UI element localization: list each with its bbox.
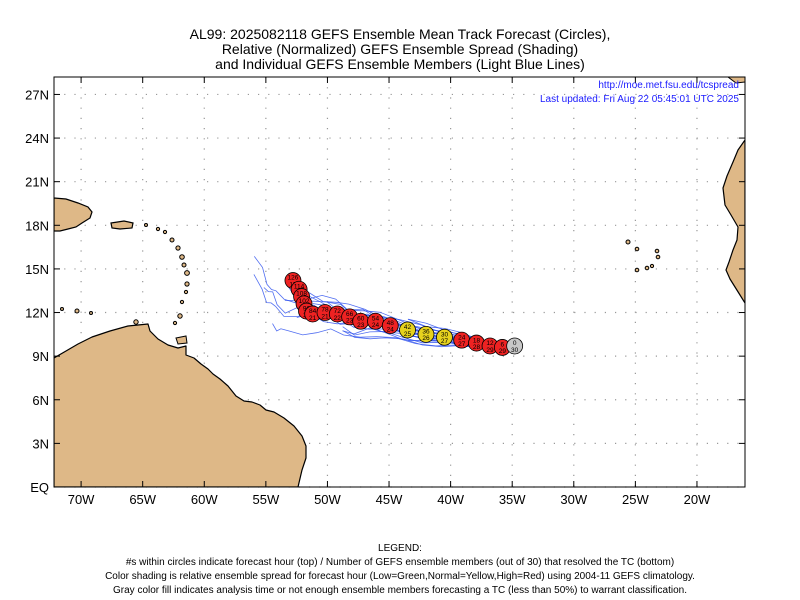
land-africa bbox=[722, 139, 745, 304]
x-tick-label: 50W bbox=[314, 492, 341, 507]
lat-lon-grid bbox=[54, 77, 745, 488]
forecast-hour-label: 12 bbox=[486, 340, 494, 347]
land-lesser-antilles bbox=[144, 223, 190, 326]
legend-heading: LEGEND: bbox=[378, 543, 422, 554]
member-count-label: 24 bbox=[372, 322, 380, 329]
forecast-hour-label: 36 bbox=[422, 329, 430, 336]
x-tick-label: 60W bbox=[191, 492, 218, 507]
y-tick-label: EQ bbox=[30, 480, 49, 495]
y-tick-label: 15N bbox=[25, 262, 49, 277]
member-count-label: 26 bbox=[422, 335, 430, 342]
forecast-hour-label: 60 bbox=[357, 315, 365, 322]
member-count-label: 29 bbox=[486, 347, 494, 354]
member-count-label: 22 bbox=[334, 315, 342, 322]
title-line-3: and Individual GEFS Ensemble Members (Li… bbox=[215, 56, 585, 72]
forecast-hour-label: 102 bbox=[299, 298, 310, 305]
forecast-hour-label: 54 bbox=[372, 315, 380, 322]
track-circle bbox=[399, 321, 416, 339]
y-tick-label: 3N bbox=[32, 436, 49, 451]
forecast-hour-label: 72 bbox=[334, 308, 342, 315]
land-cape-verde bbox=[625, 239, 661, 273]
title-line-1: AL99: 2025082118 GEFS Ensemble Mean Trac… bbox=[189, 26, 611, 42]
x-tick-label: 45W bbox=[376, 492, 403, 507]
member-count-label: 23 bbox=[346, 318, 354, 325]
x-tick-label: 35W bbox=[499, 492, 526, 507]
y-tick-label: 9N bbox=[32, 349, 49, 364]
forecast-hour-label: 48 bbox=[387, 320, 395, 327]
title-line-2: Relative (Normalized) GEFS Ensemble Spre… bbox=[221, 41, 579, 57]
member-count-label: 21 bbox=[309, 315, 317, 322]
track-circle bbox=[436, 328, 453, 346]
forecast-hour-label: 66 bbox=[346, 311, 354, 318]
credit-url: http://moe.met.fsu.edu/tcspread bbox=[598, 80, 739, 91]
x-tick-label: 65W bbox=[129, 492, 156, 507]
forecast-hour-label: 18 bbox=[473, 337, 481, 344]
member-count-label: 27 bbox=[441, 338, 449, 345]
x-tick-label: 40W bbox=[437, 492, 464, 507]
forecast-hour-label: 6 bbox=[501, 342, 505, 349]
plot-frame bbox=[53, 76, 746, 488]
member-count-label: 25 bbox=[404, 331, 412, 338]
track-point: 030 bbox=[506, 337, 524, 355]
land-hispaniola bbox=[54, 197, 93, 232]
x-tick-label: 55W bbox=[252, 492, 279, 507]
member-count-label: 29 bbox=[499, 348, 507, 355]
y-tick-label: 24N bbox=[25, 131, 49, 146]
member-count-label: 27 bbox=[458, 341, 466, 348]
forecast-hour-label: 108 bbox=[296, 291, 307, 298]
member-count-label: 24 bbox=[387, 326, 395, 333]
x-tick-label: 25W bbox=[622, 492, 649, 507]
member-count-label: 28 bbox=[473, 344, 481, 351]
y-tick-label: 6N bbox=[32, 393, 49, 408]
track-circle bbox=[381, 317, 399, 335]
land-puerto-rico bbox=[110, 220, 134, 230]
y-tick-label: 21N bbox=[25, 175, 49, 190]
x-tick-label: 20W bbox=[684, 492, 711, 507]
land-trinidad bbox=[175, 335, 188, 345]
land-abc-islands bbox=[60, 307, 139, 325]
axis-ticks: 70W 65W 60W 55W 50W 45W 40W 35W 30W 25W 20W EQ 3N 6N 9… bbox=[25, 77, 745, 507]
forecast-hour-label: 114 bbox=[294, 283, 305, 290]
member-count-label: 21 bbox=[321, 313, 329, 320]
forecast-hour-label: 126 bbox=[288, 275, 299, 282]
mean-track-circles: 1261511416108181021796188421782172226623… bbox=[284, 272, 524, 356]
forecast-hour-label: 84 bbox=[309, 308, 317, 315]
legend-line-3: Gray color fill indicates analysis time … bbox=[113, 585, 687, 596]
x-tick-label: 30W bbox=[560, 492, 587, 507]
forecast-hour-label: 42 bbox=[404, 324, 412, 331]
forecast-hour-label: 78 bbox=[321, 307, 329, 314]
legend-line-1: #s within circles indicate forecast hour… bbox=[125, 557, 675, 568]
forecast-hour-label: 0 bbox=[513, 340, 517, 347]
y-tick-label: 27N bbox=[25, 87, 49, 102]
forecast-hour-label: 30 bbox=[441, 331, 449, 338]
y-tick-label: 12N bbox=[25, 306, 49, 321]
member-count-label: 30 bbox=[511, 347, 519, 354]
land-south-america bbox=[54, 323, 307, 487]
legend-line-2: Color shading is relative ensemble sprea… bbox=[105, 571, 695, 582]
last-updated: Last updated: Fri Aug 22 05:45:01 UTC 20… bbox=[539, 94, 739, 105]
track-circle bbox=[506, 337, 524, 355]
track-circle bbox=[417, 325, 435, 343]
land-northeast-corner bbox=[727, 77, 745, 84]
member-count-label: 23 bbox=[357, 322, 365, 329]
y-tick-label: 18N bbox=[25, 218, 49, 233]
forecast-hour-label: 24 bbox=[458, 334, 466, 341]
x-tick-label: 70W bbox=[68, 492, 95, 507]
